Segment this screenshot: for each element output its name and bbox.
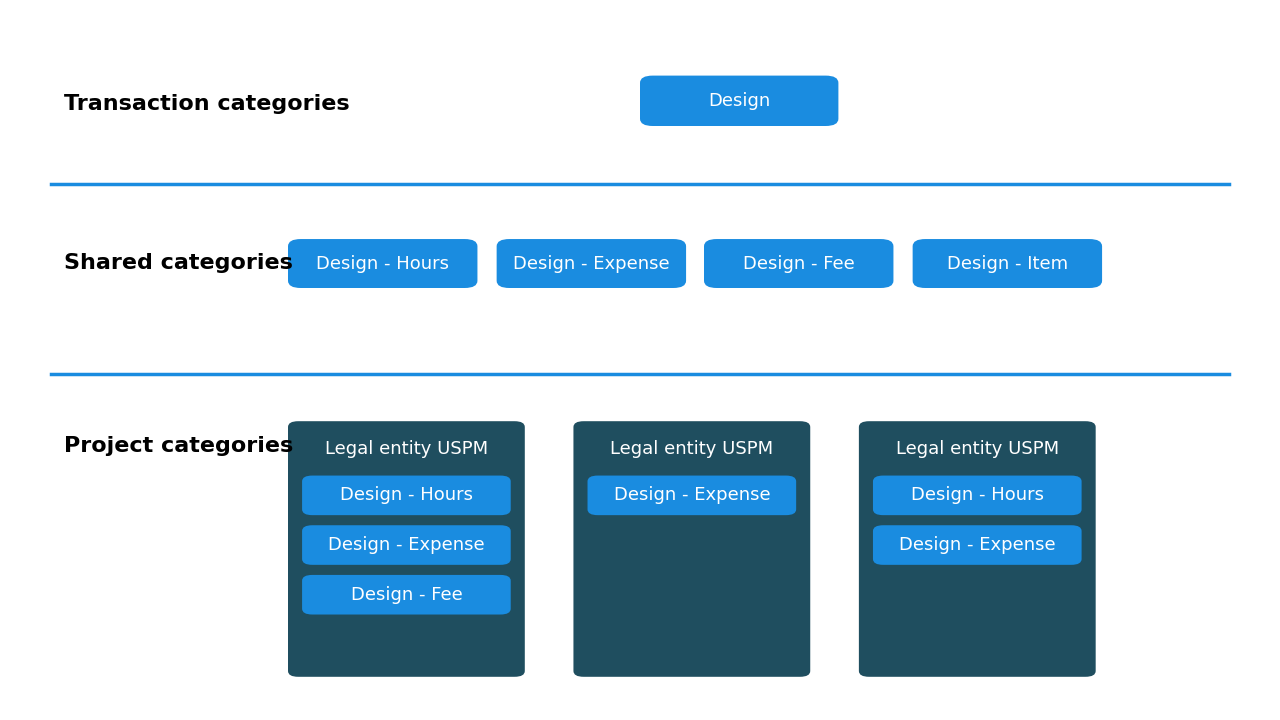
Text: Shared categories: Shared categories	[64, 253, 293, 273]
FancyBboxPatch shape	[873, 526, 1082, 564]
Text: Design - Expense: Design - Expense	[899, 536, 1056, 554]
FancyBboxPatch shape	[302, 476, 511, 516]
FancyBboxPatch shape	[859, 421, 1096, 677]
Text: Design - Hours: Design - Hours	[911, 487, 1043, 505]
FancyBboxPatch shape	[873, 476, 1082, 516]
Text: Design - Hours: Design - Hours	[340, 487, 472, 505]
FancyBboxPatch shape	[573, 421, 810, 677]
FancyBboxPatch shape	[288, 239, 477, 288]
FancyBboxPatch shape	[913, 239, 1102, 288]
Text: Design - Expense: Design - Expense	[328, 536, 485, 554]
Text: Legal entity USPM: Legal entity USPM	[325, 439, 488, 458]
Text: Design - Item: Design - Item	[947, 255, 1068, 273]
Text: Project categories: Project categories	[64, 436, 293, 456]
Text: Design - Hours: Design - Hours	[316, 255, 449, 273]
FancyBboxPatch shape	[288, 421, 525, 677]
Text: Design - Fee: Design - Fee	[351, 586, 462, 603]
FancyBboxPatch shape	[302, 526, 511, 564]
FancyBboxPatch shape	[302, 575, 511, 615]
FancyBboxPatch shape	[704, 239, 893, 288]
Text: Legal entity USPM: Legal entity USPM	[896, 439, 1059, 458]
Text: Design: Design	[708, 92, 771, 110]
Text: Design - Expense: Design - Expense	[613, 487, 771, 505]
FancyBboxPatch shape	[640, 76, 838, 126]
Text: Design - Fee: Design - Fee	[742, 255, 855, 273]
FancyBboxPatch shape	[497, 239, 686, 288]
Text: Design - Expense: Design - Expense	[513, 255, 669, 273]
Text: Transaction categories: Transaction categories	[64, 94, 349, 114]
Text: Legal entity USPM: Legal entity USPM	[611, 439, 773, 458]
FancyBboxPatch shape	[588, 476, 796, 516]
